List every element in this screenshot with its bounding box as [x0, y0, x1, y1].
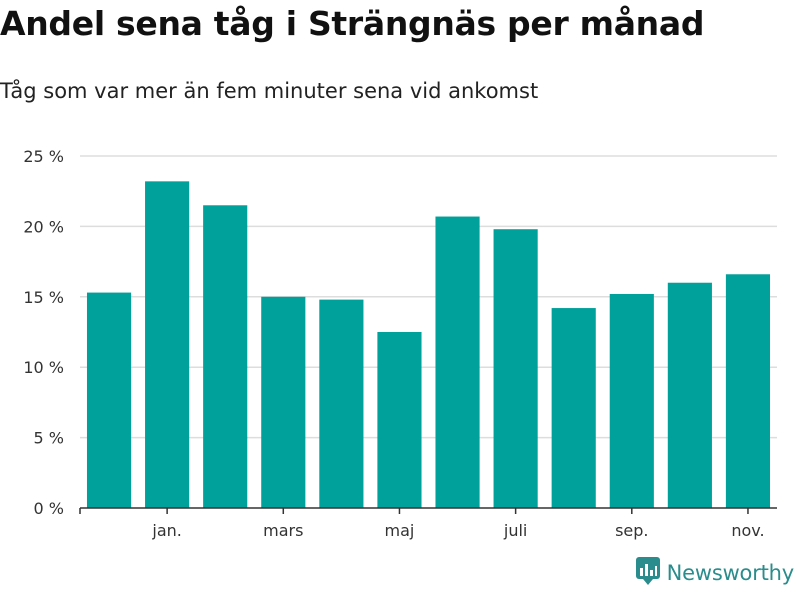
y-tick-label: 0 % — [34, 499, 64, 518]
bar-dec — [86, 292, 132, 508]
newsworthy-brand: Newsworthy — [635, 556, 794, 590]
y-tick-label: 5 % — [34, 429, 64, 448]
bar-sep — [609, 293, 654, 508]
bar-feb — [203, 205, 248, 508]
chart-title: Andel sena tåg i Strängnäs per månad — [0, 4, 705, 43]
newsworthy-logo-icon — [635, 556, 661, 590]
x-tick-label: sep. — [615, 521, 648, 540]
x-tick-label: mars — [263, 521, 303, 540]
bar-aug — [551, 308, 596, 508]
x-tick-label: jan. — [151, 521, 181, 540]
chart-subtitle: Tåg som var mer än fem minuter sena vid … — [0, 79, 539, 103]
x-tick-label: maj — [385, 521, 415, 540]
bar-apr — [319, 299, 364, 508]
bar-mars — [261, 296, 306, 508]
x-tick-label: juli — [503, 521, 527, 540]
y-tick-label: 10 % — [23, 358, 64, 377]
y-tick-label: 15 % — [23, 288, 64, 307]
bar-juni — [435, 216, 480, 508]
bar-jan — [145, 181, 190, 508]
x-tick-label: nov. — [731, 521, 764, 540]
y-tick-label: 25 % — [23, 147, 64, 166]
bar-okt — [667, 282, 712, 508]
bar-nov — [725, 274, 771, 508]
brand-name: Newsworthy — [666, 561, 795, 585]
bar-juli — [493, 229, 538, 508]
y-tick-label: 20 % — [23, 217, 64, 236]
bar-maj — [377, 332, 422, 508]
